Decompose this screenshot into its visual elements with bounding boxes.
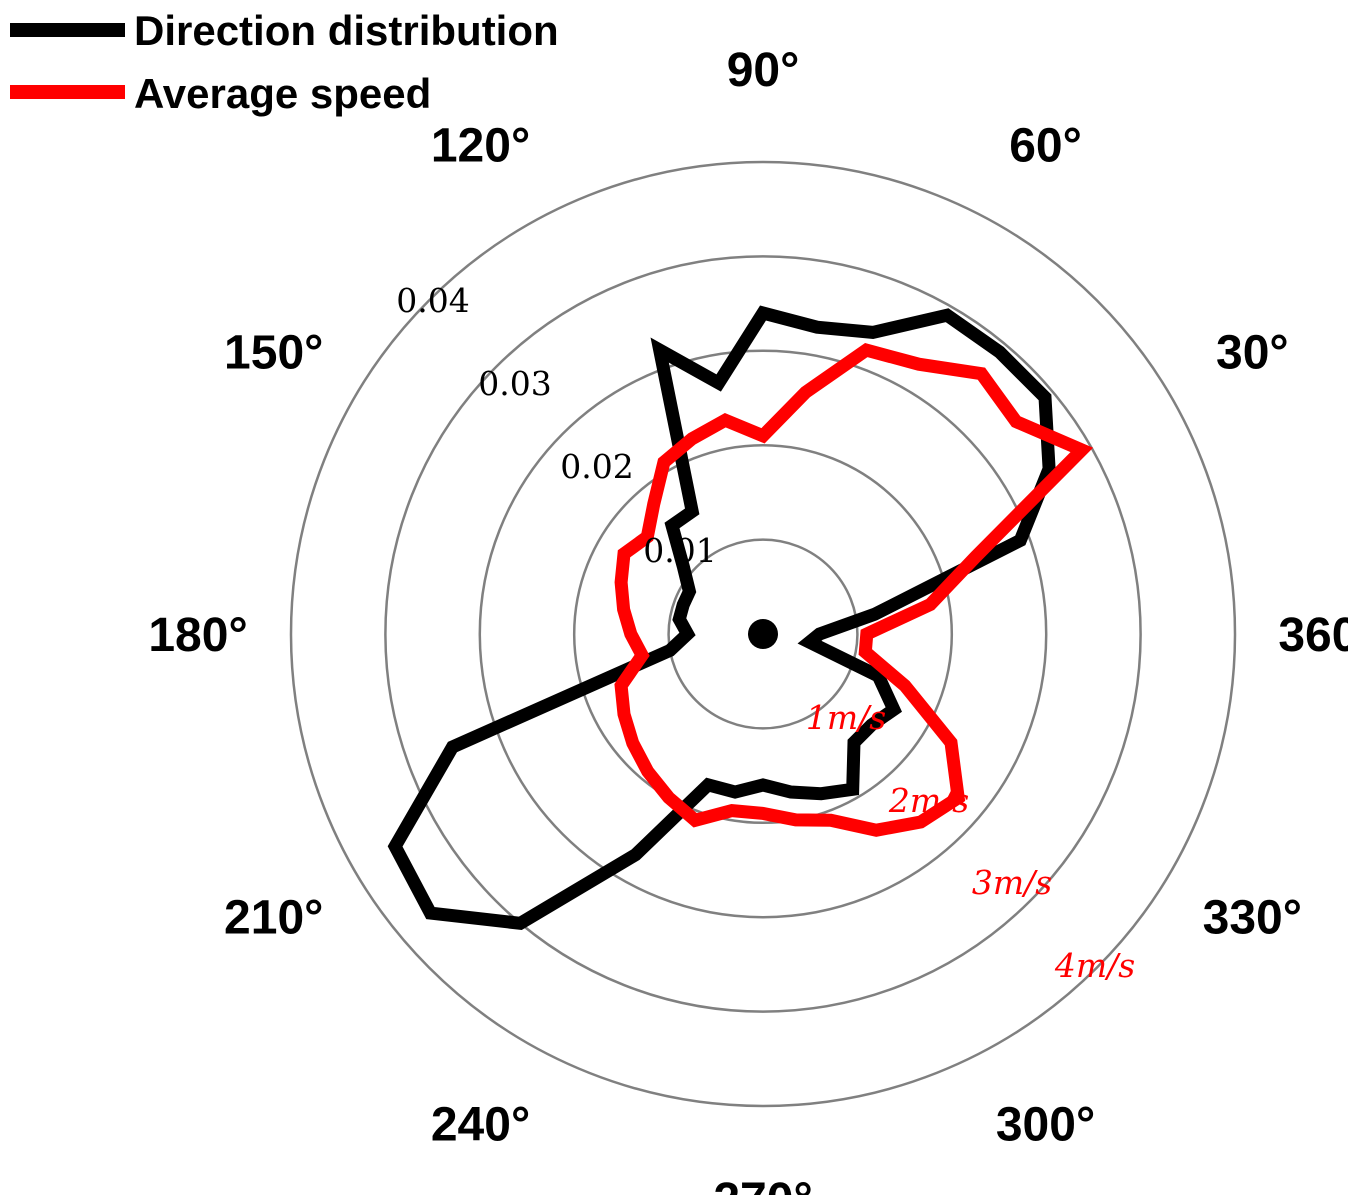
series-line-speed [614,343,1094,837]
speed-tick-labels: 1m/s 2m/s 3m/s 4m/s [806,698,1135,985]
grid-circle-3 [478,349,1048,919]
series-line-direction [387,305,1056,931]
angle-tick-label: 360° [1278,609,1348,662]
speed-tick-label: 1m/s [806,698,886,737]
angle-tick-label: 300° [996,1098,1095,1151]
radial-tick-label: 0.04 [396,281,469,320]
radial-tick-label: 0.02 [560,447,633,486]
angle-tick-label: 150° [224,327,323,380]
grid-circle-4 [384,255,1142,1013]
speed-tick-label: 2m/s [888,781,969,820]
angle-tick-label: 180° [148,609,247,662]
grid-circle-2 [572,443,954,825]
speed-tick-label: 3m/s [972,863,1052,902]
radial-grid [289,160,1237,1108]
legend-label-speed: Average speed [134,70,431,117]
radial-tick-label: 0.01 [643,531,716,570]
angle-tick-label: 330° [1203,892,1302,945]
angle-tick-label: 270° [713,1174,812,1195]
series-layer [387,305,1094,931]
angle-tick-label: 30° [1216,327,1289,380]
speed-tick-label: 4m/s [1054,946,1135,985]
grid-circle-5 [289,160,1237,1108]
legend: Direction distribution Average speed [10,7,559,117]
angle-tick-labels: 360° 30° 60° 90° 120° 150° 180° 210° 240° 270° 300… [148,44,1348,1195]
origin-marker [748,619,778,649]
angle-tick-label: 210° [224,892,323,945]
radial-tick-label: 0.03 [478,364,551,403]
radial-tick-labels: 0.01 0.02 0.03 0.04 [396,281,716,570]
angle-tick-label: 60° [1009,120,1082,173]
angle-tick-label: 120° [431,120,530,173]
legend-label-direction: Direction distribution [134,7,559,54]
grid-circle-1 [667,538,859,730]
angle-tick-label: 240° [431,1098,530,1151]
angle-tick-label: 90° [727,44,800,97]
